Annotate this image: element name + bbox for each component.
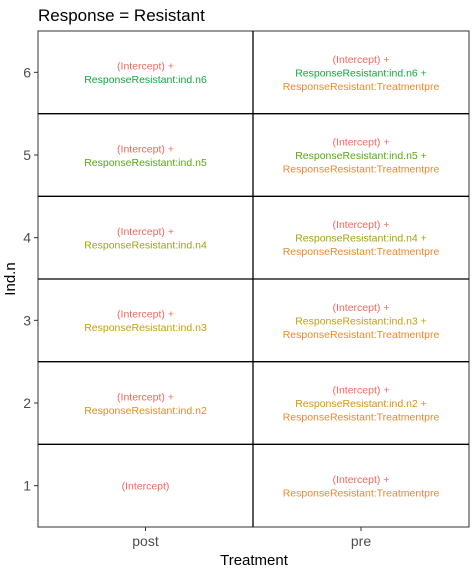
cell-label-line: ResponseResistant:ind.n6 + [295, 67, 427, 79]
y-tick-label: 6 [23, 64, 31, 80]
cell-label-line: ResponseResistant:ind.n6 [84, 74, 207, 86]
cell-label-line: ResponseResistant:ind.n5 [84, 157, 207, 169]
cell-label-line: ResponseResistant:Treatmentpre [283, 487, 440, 499]
x-axis: post pre [132, 527, 371, 549]
cell-label-line: (Intercept) + [117, 61, 174, 73]
cell-label: (Intercept) +ResponseResistant:ind.n6 [84, 61, 207, 87]
cell-label: (Intercept) +ResponseResistant:Treatment… [283, 474, 440, 500]
chart-title: Response = Resistant [38, 6, 205, 25]
cell-label-line: ResponseResistant:ind.n4 + [295, 233, 427, 245]
cell-label: (Intercept) + ResponseResistant:ind.n5 [84, 143, 207, 169]
cell-label-line: (Intercept) [122, 481, 170, 493]
cell-label-line: ResponseResistant:ind.n4 [84, 239, 207, 251]
cell-label-line: (Intercept) + [333, 137, 390, 149]
y-tick-label: 5 [23, 147, 31, 163]
cell-label: (Intercept) +ResponseResistant:ind.n5 + R… [283, 137, 440, 176]
cell-labels: (Intercept) +ResponseResistant:ind.n6(In… [84, 54, 439, 500]
cell-label-line: (Intercept) + [333, 302, 390, 314]
cell-grid [37, 30, 470, 528]
y-tick-label: 4 [23, 230, 31, 246]
cell-label-line: (Intercept) + [117, 226, 174, 238]
cell-label-line: ResponseResistant:Treatmentpre [283, 329, 440, 341]
cell-label: (Intercept) +ResponseResistant:ind.n3 [84, 309, 207, 335]
cell-label-line: (Intercept) + [333, 219, 390, 231]
cell-label-line: ResponseResistant:Treatmentpre [283, 164, 440, 176]
cell-label-line: (Intercept) + [333, 474, 390, 486]
cell-label-line: ResponseResistant:Treatmentpre [283, 246, 440, 258]
cell-label-line: (Intercept) + [117, 391, 174, 403]
x-tick-label: pre [351, 533, 371, 549]
y-tick-label: 1 [23, 478, 31, 494]
cell-label-line: ResponseResistant:ind.n2 + [295, 398, 427, 410]
cell-label: (Intercept) + ResponseResistant:ind.n2 [84, 391, 207, 417]
cell-label: (Intercept) +ResponseResistant:ind.n2 + R… [283, 385, 440, 424]
cell-label: (Intercept) +ResponseResistant:ind.n6 + R… [283, 54, 440, 93]
cell-label: (Intercept) +ResponseResistant:ind.n4 [84, 226, 207, 252]
x-tick-label: post [132, 533, 159, 549]
cell-label-line: (Intercept) + [333, 54, 390, 66]
y-axis-title: Ind.n [2, 262, 19, 295]
y-tick-label: 3 [23, 312, 31, 328]
x-axis-title: Treatment [220, 552, 289, 569]
cell-label-line: ResponseResistant:ind.n3 [84, 322, 207, 334]
cell-label-line: ResponseResistant:ind.n5 + [295, 150, 427, 162]
cell-label-line: ResponseResistant:ind.n2 [84, 405, 207, 417]
y-axis: 1 2 3 4 5 6 [23, 64, 38, 494]
cell-label-line: ResponseResistant:Treatmentpre [283, 412, 440, 424]
cell-label: (Intercept) [122, 481, 170, 493]
y-tick-label: 2 [23, 395, 31, 411]
cell-label: (Intercept) + ResponseResistant:ind.n4 +R… [283, 219, 440, 258]
cell-label-line: (Intercept) + [333, 385, 390, 397]
cell-label-line: ResponseResistant:Treatmentpre [283, 81, 440, 93]
cell-label-line: ResponseResistant:ind.n3 + [295, 315, 427, 327]
cell-label-line: (Intercept) + [117, 143, 174, 155]
cell-label-line: (Intercept) + [117, 309, 174, 321]
cell-label: (Intercept) +ResponseResistant:ind.n3 + R… [283, 302, 440, 341]
